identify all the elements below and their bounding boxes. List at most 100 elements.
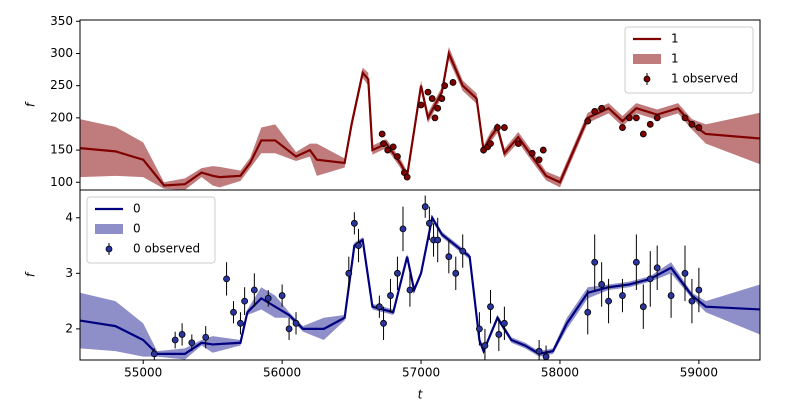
observed-point (514, 140, 522, 148)
observed-point (264, 294, 272, 302)
observed-point (384, 146, 392, 154)
observed-point (481, 342, 489, 349)
observed-point (653, 114, 661, 122)
observed-point (528, 149, 536, 157)
y-tick-label: 3 (65, 266, 73, 280)
legend-label: 1 (671, 52, 679, 66)
legend-label: 1 (671, 32, 679, 46)
observed-point (688, 297, 696, 305)
observed-point (434, 104, 442, 112)
observed-point (424, 88, 432, 96)
observed-point (535, 156, 543, 164)
observed-point (425, 219, 433, 227)
observed-point (438, 95, 446, 102)
observed-point (378, 130, 386, 138)
y-tick-label: 200 (50, 110, 73, 124)
observed-point (171, 336, 179, 344)
observed-point (681, 114, 689, 122)
observed-point (434, 236, 442, 244)
observed-point (619, 292, 626, 299)
observed-point (202, 333, 210, 341)
observed-point (230, 308, 237, 316)
observed-point (584, 308, 592, 316)
x-tick-label: 55000 (124, 366, 162, 380)
legend-box (624, 26, 754, 94)
legend-label: 0 (133, 202, 141, 216)
y-tick-label: 150 (50, 143, 73, 157)
legend-patch (95, 224, 123, 234)
observed-point (355, 242, 362, 249)
observed-point (445, 253, 453, 261)
observed-point (584, 117, 592, 125)
x-tick-label: 56000 (263, 366, 301, 380)
observed-point (350, 219, 358, 227)
observed-point (500, 124, 508, 131)
observed-point (449, 79, 457, 86)
observed-point (178, 331, 186, 338)
legend-label: 1 observed (671, 72, 738, 86)
x-tick-label: 58000 (541, 366, 579, 380)
plot-area (80, 47, 760, 190)
axes-frame (79, 189, 761, 361)
y-tick-label: 100 (50, 175, 73, 189)
plot-area (80, 195, 760, 360)
observed-point (417, 101, 425, 109)
x-tick-label: 59000 (680, 366, 718, 380)
observed-point (626, 114, 633, 122)
observed-point (389, 143, 397, 151)
observed-point (394, 153, 401, 160)
observed-point (237, 319, 244, 327)
observed-point (535, 347, 543, 355)
observed-point (542, 353, 550, 360)
observed-point (681, 269, 689, 277)
observed-point (667, 292, 675, 299)
observed-point (452, 269, 460, 277)
observed-point (539, 146, 547, 154)
observed-point (646, 275, 654, 283)
observed-point (250, 286, 258, 294)
observed-point (632, 258, 640, 266)
observed-point (475, 325, 483, 333)
observed-point (591, 108, 599, 115)
observed-point (285, 325, 293, 333)
observed-point (150, 350, 158, 358)
legend-box (86, 196, 216, 264)
observed-point (639, 130, 647, 138)
observed-point (494, 124, 501, 131)
observed-point (428, 95, 436, 102)
observed-point (431, 114, 439, 122)
observed-point (695, 286, 703, 294)
observed-point (441, 82, 449, 90)
observed-point (188, 339, 196, 347)
legend-marker (105, 245, 113, 253)
y-tick-label: 300 (50, 46, 73, 60)
observed-point (399, 225, 407, 233)
y-tick-label: 4 (65, 210, 73, 224)
observed-point (292, 319, 300, 327)
observed-point (487, 140, 494, 148)
y-tick-label: 2 (65, 321, 73, 335)
observed-point (394, 269, 401, 277)
observed-point (345, 269, 353, 277)
observed-point (591, 258, 599, 266)
observed-point (619, 124, 626, 131)
observed-point (223, 275, 230, 283)
observed-point (500, 319, 508, 327)
observed-point (495, 331, 503, 338)
observed-point (375, 303, 383, 311)
observed-point (459, 247, 467, 255)
observed-point (278, 292, 286, 299)
observed-point (646, 120, 654, 128)
legend-marker (643, 75, 651, 83)
observed-point (639, 303, 647, 311)
y-axis-label: f (24, 101, 38, 107)
x-tick-label: 57000 (402, 366, 440, 380)
observed-point (487, 303, 494, 311)
legend-patch (633, 54, 661, 64)
observed-point (653, 264, 661, 272)
observed-point (387, 292, 394, 299)
observed-point (241, 297, 249, 305)
prediction-line (80, 214, 760, 356)
observed-point (406, 286, 414, 294)
